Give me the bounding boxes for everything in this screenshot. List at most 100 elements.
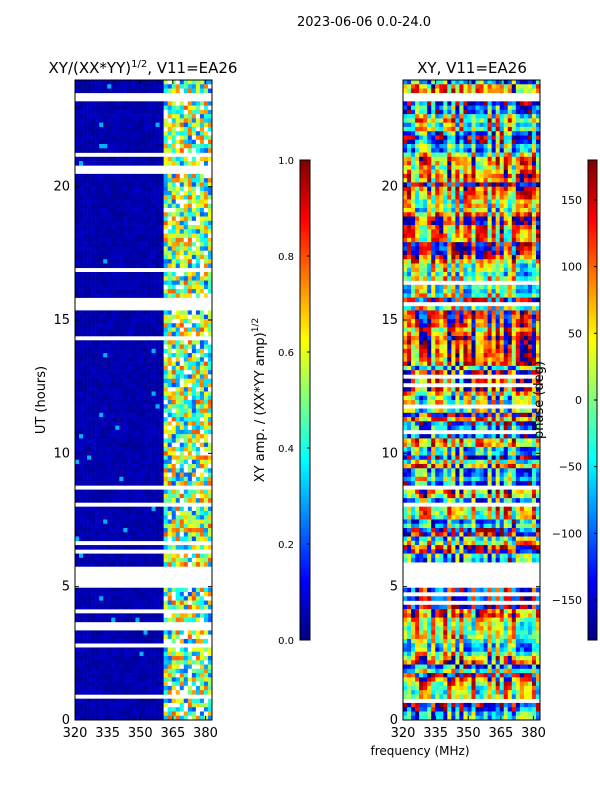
heatmap-cell — [183, 182, 189, 187]
heatmap-cell — [427, 126, 432, 132]
heatmap-cell — [527, 152, 533, 158]
heatmap-cell — [111, 135, 116, 141]
heatmap-cell — [95, 446, 100, 452]
heatmap-cell — [75, 510, 80, 516]
heatmap-cell — [103, 208, 108, 213]
heatmap-cell — [411, 80, 416, 85]
heatmap-cell — [87, 216, 92, 222]
heatmap-cell — [79, 476, 84, 482]
heatmap-cell — [527, 135, 533, 141]
heatmap-cell — [119, 105, 124, 111]
heatmap-cell — [87, 114, 92, 119]
heatmap-cell — [167, 459, 173, 465]
heatmap-cell — [455, 144, 460, 149]
heatmap-cell — [171, 510, 177, 516]
heatmap-cell — [187, 135, 193, 141]
heatmap-cell — [507, 105, 513, 111]
heatmap-cell — [119, 195, 124, 200]
heatmap-cell — [83, 276, 88, 281]
heatmap-cell — [163, 382, 168, 388]
heatmap-cell — [75, 442, 80, 448]
heatmap-cell — [179, 361, 185, 367]
heatmap-cell — [515, 126, 521, 132]
heatmap-cell — [115, 348, 120, 354]
heatmap-cell — [479, 152, 484, 158]
heatmap-cell — [183, 476, 189, 482]
heatmap-cell — [519, 156, 525, 162]
amplitude-x-ticks: 320 335 350 365 380 — [63, 80, 218, 741]
heatmap-cell — [75, 374, 80, 379]
heatmap-cell — [527, 126, 533, 132]
heatmap-cell — [495, 144, 501, 149]
heatmap-cell — [127, 498, 132, 503]
heatmap-cell — [107, 630, 112, 635]
heatmap-cell — [79, 523, 84, 529]
heatmap-cell — [147, 148, 152, 153]
heatmap-cell — [155, 391, 160, 397]
heatmap-cell — [195, 173, 201, 179]
heatmap-cell — [139, 587, 144, 593]
heatmap-cell — [171, 523, 177, 529]
heatmap-cell — [127, 340, 132, 345]
heatmap-cell — [103, 660, 108, 665]
heatmap-cell — [507, 152, 513, 158]
heatmap-cell — [143, 417, 148, 422]
heatmap-cell — [123, 331, 128, 337]
heatmap-cell — [203, 711, 209, 717]
heatmap-cell — [195, 242, 201, 247]
heatmap-cell — [183, 284, 189, 290]
heatmap-cell — [199, 592, 205, 597]
heatmap-cell — [127, 229, 132, 234]
heatmap-cell — [159, 229, 164, 234]
heatmap-cell — [143, 510, 148, 516]
heatmap-cell — [139, 195, 144, 200]
heatmap-cell — [191, 404, 197, 409]
heatmap-cell — [127, 506, 132, 512]
heatmap-cell — [99, 144, 104, 149]
heatmap-cell — [503, 131, 509, 136]
heatmap-cell — [427, 109, 432, 115]
heatmap-cell — [155, 148, 160, 153]
heatmap-cell — [423, 122, 428, 128]
heatmap-cell — [175, 131, 181, 136]
heatmap-cell — [207, 690, 213, 695]
heatmap-cell — [191, 408, 197, 414]
heatmap-cell — [99, 220, 104, 226]
heatmap-cell — [91, 604, 96, 610]
heatmap-cell — [519, 135, 525, 141]
heatmap-cell — [147, 246, 152, 251]
heatmap-cell — [479, 109, 484, 115]
heatmap-cell — [115, 417, 120, 422]
heatmap-cell — [155, 225, 160, 230]
heatmap-cell — [171, 135, 177, 141]
heatmap-cell — [91, 156, 96, 162]
heatmap-cell — [135, 109, 140, 115]
heatmap-cell — [75, 417, 80, 422]
heatmap-cell — [139, 156, 144, 162]
heatmap-cell — [99, 442, 104, 448]
heatmap-cell — [147, 489, 152, 495]
heatmap-cell — [479, 131, 484, 136]
heatmap-cell — [171, 647, 177, 653]
heatmap-cell — [167, 391, 173, 397]
heatmap-cell — [131, 613, 136, 618]
heatmap-cell — [95, 293, 100, 298]
heatmap-cell — [167, 400, 173, 405]
heatmap-cell — [115, 139, 120, 145]
heatmap-cell — [111, 310, 116, 315]
heatmap-cell — [95, 357, 100, 362]
heatmap-cell — [135, 673, 140, 678]
heatmap-cell — [531, 139, 537, 145]
heatmap-cell — [203, 220, 209, 226]
heatmap-cell — [155, 387, 160, 392]
heatmap-cell — [151, 442, 156, 448]
heatmap-cell — [95, 506, 100, 512]
heatmap-cell — [491, 88, 496, 94]
heatmap-cell — [443, 161, 448, 166]
heatmap-cell — [83, 378, 88, 384]
heatmap-cell — [195, 156, 201, 162]
heatmap-cell — [163, 707, 168, 712]
heatmap-cell — [447, 139, 452, 145]
heatmap-cell — [127, 562, 132, 567]
heatmap-cell — [139, 353, 144, 358]
